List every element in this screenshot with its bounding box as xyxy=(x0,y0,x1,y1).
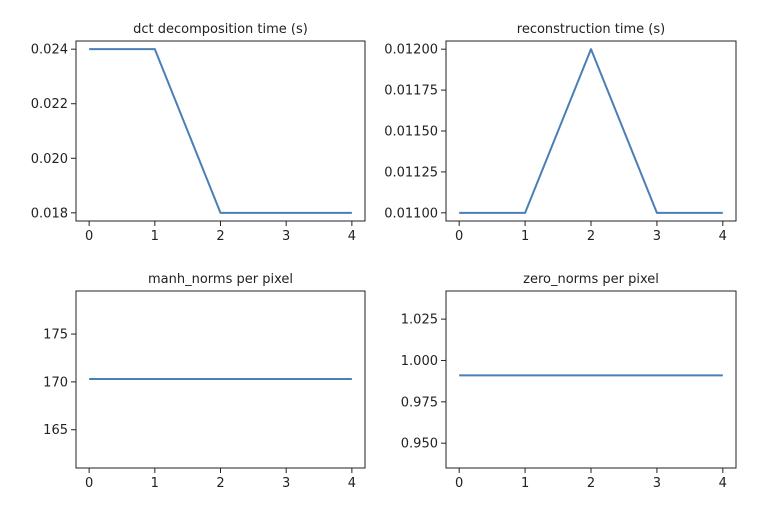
x-tick-label: 2 xyxy=(587,229,595,244)
x-tick-label: 4 xyxy=(719,229,727,244)
data-point xyxy=(285,212,287,214)
x-tick-label: 2 xyxy=(216,476,224,491)
y-tick-label: 165 xyxy=(43,423,68,438)
x-tick-label: 1 xyxy=(151,229,159,244)
data-point xyxy=(458,374,460,376)
subplot-title: reconstruction time (s) xyxy=(517,22,665,37)
x-tick-label: 4 xyxy=(348,476,356,491)
x-tick-label: 1 xyxy=(521,229,529,244)
data-point xyxy=(722,374,724,376)
data-point xyxy=(351,212,353,214)
data-point xyxy=(458,212,460,214)
y-tick-label: 0.01175 xyxy=(384,84,438,99)
x-tick-label: 3 xyxy=(653,476,661,491)
x-tick-label: 0 xyxy=(455,229,463,244)
data-point xyxy=(590,374,592,376)
y-tick-label: 0.01200 xyxy=(384,43,438,58)
y-tick-label: 0.975 xyxy=(401,395,438,410)
y-tick-label: 0.024 xyxy=(31,43,68,58)
data-point xyxy=(656,212,658,214)
x-tick-label: 4 xyxy=(348,229,356,244)
data-point xyxy=(220,378,222,380)
x-tick-label: 3 xyxy=(282,229,290,244)
axes-frame xyxy=(445,290,737,469)
y-tick-label: 0.022 xyxy=(31,97,68,112)
x-tick-label: 3 xyxy=(653,229,661,244)
data-point xyxy=(220,212,222,214)
subplot-title: manh_norms per pixel xyxy=(148,272,293,287)
data-point xyxy=(524,374,526,376)
x-tick-label: 4 xyxy=(719,476,727,491)
x-tick-label: 1 xyxy=(151,476,159,491)
x-tick-label: 2 xyxy=(216,229,224,244)
data-point xyxy=(351,378,353,380)
y-tick-label: 170 xyxy=(43,375,68,390)
series-line xyxy=(89,48,352,214)
data-point xyxy=(88,378,90,380)
data-point xyxy=(524,212,526,214)
y-tick-label: 1.025 xyxy=(401,313,438,328)
data-point xyxy=(154,48,156,50)
y-tick-label: 0.950 xyxy=(401,437,438,452)
y-tick-label: 1.000 xyxy=(401,354,438,369)
data-point xyxy=(88,48,90,50)
x-tick-label: 1 xyxy=(521,476,529,491)
data-point xyxy=(285,378,287,380)
y-tick-label: 0.020 xyxy=(31,152,68,167)
subplot-title: zero_norms per pixel xyxy=(523,272,659,287)
x-tick-label: 3 xyxy=(282,476,290,491)
x-tick-label: 2 xyxy=(587,476,595,491)
x-tick-label: 0 xyxy=(85,229,93,244)
y-tick-label: 0.01125 xyxy=(384,165,438,180)
x-tick-label: 0 xyxy=(85,476,93,491)
y-tick-label: 0.01150 xyxy=(384,125,438,140)
y-tick-label: 0.01100 xyxy=(384,206,438,221)
data-point xyxy=(722,212,724,214)
data-point xyxy=(154,378,156,380)
data-point xyxy=(656,374,658,376)
axes-frame xyxy=(445,40,737,222)
subplot-2: reconstruction time (s) 0 1 2 3 4 0.01100 0.011… xyxy=(384,22,737,244)
axes-frame xyxy=(75,40,366,222)
y-tick-label: 175 xyxy=(43,328,68,343)
data-point xyxy=(590,48,592,50)
series-line xyxy=(459,48,723,214)
subplot-title: dct decomposition time (s) xyxy=(133,22,308,37)
y-tick-label: 0.018 xyxy=(31,206,68,221)
x-tick-label: 0 xyxy=(455,476,463,491)
subplot-4: zero_norms per pixel 0 1 2 3 4 0.950 0.975 1.000… xyxy=(401,272,737,491)
subplot-3: manh_norms per pixel 0 1 2 3 4 165 170 175 xyxy=(43,272,366,491)
subplot-1: dct decomposition time (s) 0 1 2 3 4 0.018 0.02… xyxy=(31,22,366,244)
